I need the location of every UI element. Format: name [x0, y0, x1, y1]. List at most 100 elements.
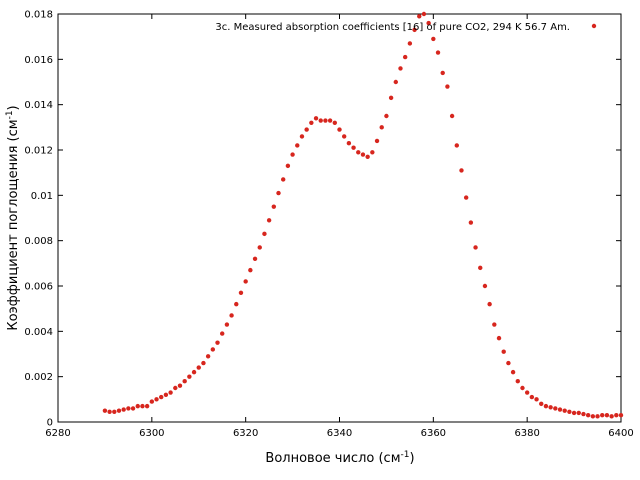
data-point: [515, 379, 520, 384]
data-point: [520, 385, 525, 391]
data-point: [234, 301, 239, 307]
data-point: [576, 410, 581, 416]
data-point: [201, 360, 206, 366]
data-point: [121, 407, 126, 412]
x-axis-ticks: 6280 6300 6320 6340 6360 6380 6400: [45, 14, 634, 439]
data-point: [478, 265, 483, 271]
data-point: [510, 369, 516, 375]
y-tick-label: 0.002: [24, 372, 53, 383]
data-point: [557, 407, 563, 412]
data-point: [618, 413, 624, 418]
data-point: [116, 408, 122, 413]
data-point: [571, 410, 577, 416]
data-point: [248, 267, 253, 273]
data-point: [496, 335, 502, 341]
data-point: [243, 279, 248, 284]
data-point: [187, 374, 192, 379]
data-point: [417, 14, 422, 19]
data-point: [449, 113, 455, 119]
data-point: [107, 409, 112, 414]
y-tick-label: 0.01: [31, 191, 53, 202]
y-axis-title-close: ): [6, 105, 21, 110]
data-point: [337, 127, 342, 132]
x-tick-label: 6320: [233, 428, 258, 439]
data-point: [487, 301, 492, 307]
data-point: [431, 36, 436, 42]
data-point: [276, 190, 281, 196]
y-axis-title: Коэффициент поглощения (см-1): [5, 105, 21, 330]
data-point: [281, 177, 286, 182]
legend-marker: [591, 23, 597, 29]
y-tick-label: 0.018: [24, 10, 53, 21]
y-tick-label: 0: [47, 418, 53, 429]
y-tick-label: 0.008: [24, 236, 53, 247]
y-axis-title-main: Коэффициент поглощения (см: [6, 119, 21, 330]
x-axis-title-main: Волновое число (см: [265, 451, 400, 466]
x-axis-title-sup: -1: [401, 450, 410, 460]
data-point: [543, 403, 549, 409]
plot-frame: [57, 13, 622, 423]
data-point: [309, 120, 314, 126]
data-point: [196, 365, 201, 370]
data-point: [173, 385, 178, 391]
data-point: [590, 414, 596, 419]
data-point: [140, 403, 145, 409]
data-point: [398, 66, 403, 71]
data-point: [318, 118, 323, 123]
data-point: [548, 405, 553, 410]
data-point: [384, 113, 389, 119]
data-point: [445, 84, 450, 89]
data-point: [360, 152, 366, 157]
y-tick-label: 0.012: [24, 146, 53, 157]
data-point: [238, 290, 244, 295]
data-point: [473, 245, 478, 250]
data-point: [220, 331, 225, 336]
data-point: [332, 120, 338, 126]
y-tick-label: 0.004: [24, 327, 53, 338]
data-point: [454, 143, 459, 148]
data-point: [426, 20, 431, 26]
data-point: [421, 11, 427, 17]
data-point: [553, 406, 558, 411]
data-point: [492, 322, 497, 327]
data-point: [440, 70, 445, 76]
data-point: [581, 411, 586, 417]
data-point: [144, 403, 150, 409]
data-point: [266, 218, 272, 223]
data-point: [356, 150, 361, 155]
data-point: [210, 347, 216, 352]
data-point: [327, 118, 333, 123]
data-point: [257, 245, 262, 250]
data-point: [604, 413, 610, 418]
data-point: [149, 399, 155, 404]
data-point: [567, 409, 572, 414]
y-tick-label: 0.014: [24, 100, 53, 111]
data-point: [585, 413, 591, 418]
data-point: [299, 134, 305, 139]
data-point: [159, 394, 164, 400]
x-tick-label: 6360: [421, 428, 446, 439]
data-point: [562, 408, 567, 413]
data-point: [482, 283, 488, 289]
data-point: [393, 79, 398, 85]
data-point: [351, 145, 356, 150]
data-point: [154, 397, 159, 402]
data-point: [271, 204, 277, 209]
data-point: [529, 394, 535, 400]
y-axis-title-sup: -1: [5, 110, 15, 119]
data-point: [191, 369, 197, 375]
legend-label: 3c. Measured absorption coefficients [16…: [215, 22, 570, 33]
y-tick-label: 0.016: [24, 55, 53, 66]
data-point: [435, 50, 441, 55]
x-axis-title: Волновое число (см-1): [265, 450, 414, 466]
data-point: [346, 141, 352, 146]
data-point: [600, 413, 605, 418]
data-point: [295, 143, 300, 148]
data-point: [229, 313, 234, 318]
data-point: [609, 414, 614, 419]
data-point: [304, 127, 309, 132]
data-point: [224, 322, 230, 327]
data-point: [370, 150, 375, 155]
data-point: [323, 118, 328, 123]
